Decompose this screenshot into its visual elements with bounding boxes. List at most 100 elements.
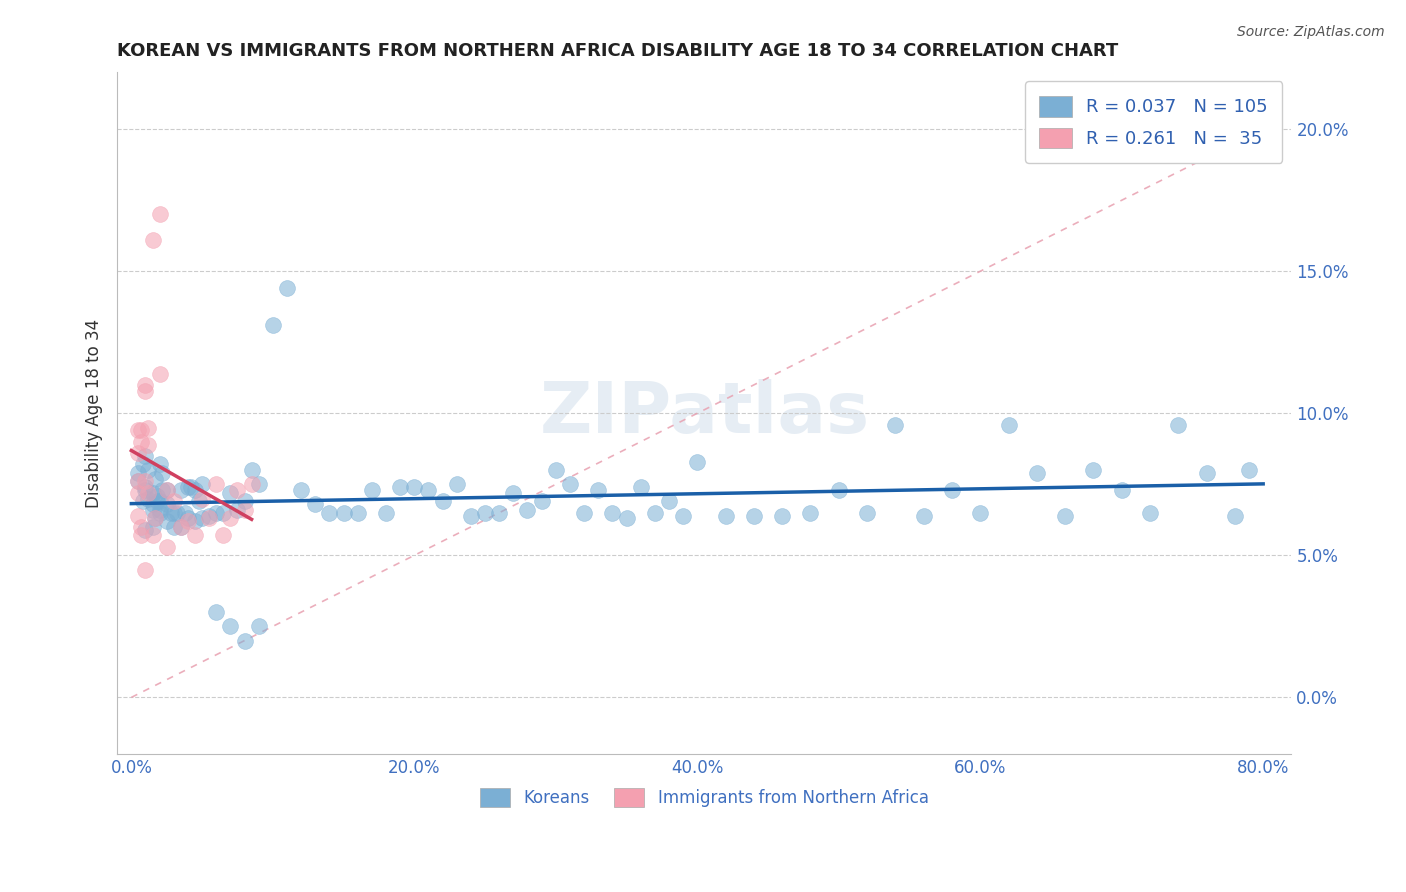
- Point: [346, 506, 368, 520]
- Point: [191, 477, 214, 491]
- Point: [828, 483, 851, 497]
- Point: [149, 503, 172, 517]
- Point: [127, 486, 149, 500]
- Point: [233, 503, 256, 517]
- Point: [290, 483, 312, 497]
- Point: [658, 494, 681, 508]
- Point: [188, 494, 211, 508]
- Point: [127, 446, 149, 460]
- Point: [602, 506, 624, 520]
- Point: [226, 483, 249, 497]
- Point: [1111, 483, 1133, 497]
- Point: [134, 563, 156, 577]
- Point: [742, 508, 765, 523]
- Point: [136, 491, 159, 506]
- Point: [184, 483, 207, 497]
- Point: [530, 494, 553, 508]
- Point: [672, 508, 695, 523]
- Point: [446, 477, 468, 491]
- Point: [170, 520, 193, 534]
- Point: [219, 511, 242, 525]
- Point: [219, 486, 242, 500]
- Point: [226, 503, 249, 517]
- Point: [156, 483, 179, 497]
- Point: [799, 506, 821, 520]
- Point: [177, 511, 200, 525]
- Point: [1025, 466, 1047, 480]
- Point: [184, 514, 207, 528]
- Point: [941, 483, 963, 497]
- Point: [240, 477, 263, 491]
- Point: [156, 483, 179, 497]
- Point: [460, 508, 482, 523]
- Point: [163, 506, 186, 520]
- Point: [127, 475, 149, 489]
- Point: [219, 619, 242, 633]
- Point: [1139, 506, 1161, 520]
- Point: [714, 508, 737, 523]
- Point: [149, 458, 172, 472]
- Point: [163, 494, 186, 508]
- Point: [558, 477, 581, 491]
- Point: [129, 423, 152, 437]
- Point: [134, 523, 156, 537]
- Point: [233, 494, 256, 508]
- Point: [180, 480, 202, 494]
- Point: [502, 486, 524, 500]
- Point: [136, 463, 159, 477]
- Point: [488, 506, 510, 520]
- Point: [129, 520, 152, 534]
- Point: [1167, 417, 1189, 432]
- Text: KOREAN VS IMMIGRANTS FROM NORTHERN AFRICA DISABILITY AGE 18 TO 34 CORRELATION CH: KOREAN VS IMMIGRANTS FROM NORTHERN AFRIC…: [117, 42, 1118, 60]
- Point: [156, 540, 179, 554]
- Point: [142, 497, 165, 511]
- Point: [770, 508, 793, 523]
- Point: [146, 494, 169, 508]
- Point: [134, 475, 156, 489]
- Point: [404, 480, 426, 494]
- Point: [233, 633, 256, 648]
- Point: [149, 506, 172, 520]
- Point: [205, 506, 228, 520]
- Text: Source: ZipAtlas.com: Source: ZipAtlas.com: [1237, 25, 1385, 39]
- Point: [142, 486, 165, 500]
- Point: [360, 483, 382, 497]
- Point: [134, 449, 156, 463]
- Point: [156, 497, 179, 511]
- Point: [240, 463, 263, 477]
- Point: [146, 489, 169, 503]
- Point: [145, 472, 167, 486]
- Legend: Koreans, Immigrants from Northern Africa: Koreans, Immigrants from Northern Africa: [474, 781, 935, 814]
- Point: [304, 497, 326, 511]
- Point: [191, 511, 214, 525]
- Point: [127, 423, 149, 437]
- Point: [142, 233, 165, 247]
- Point: [205, 605, 228, 619]
- Point: [163, 520, 186, 534]
- Point: [212, 528, 235, 542]
- Point: [152, 483, 174, 497]
- Point: [170, 520, 193, 534]
- Point: [198, 508, 221, 523]
- Point: [145, 511, 167, 525]
- Point: [149, 207, 172, 221]
- Point: [142, 520, 165, 534]
- Point: [644, 506, 666, 520]
- Point: [1195, 466, 1218, 480]
- Point: [247, 477, 270, 491]
- Point: [177, 480, 200, 494]
- Point: [1237, 463, 1260, 477]
- Point: [129, 434, 152, 449]
- Point: [884, 417, 907, 432]
- Point: [418, 483, 440, 497]
- Point: [375, 506, 398, 520]
- Point: [177, 514, 200, 528]
- Text: ZIPatlas: ZIPatlas: [540, 379, 869, 448]
- Point: [997, 417, 1019, 432]
- Point: [142, 503, 165, 517]
- Point: [149, 367, 172, 381]
- Point: [191, 491, 214, 506]
- Point: [432, 494, 454, 508]
- Point: [205, 477, 228, 491]
- Point: [134, 483, 156, 497]
